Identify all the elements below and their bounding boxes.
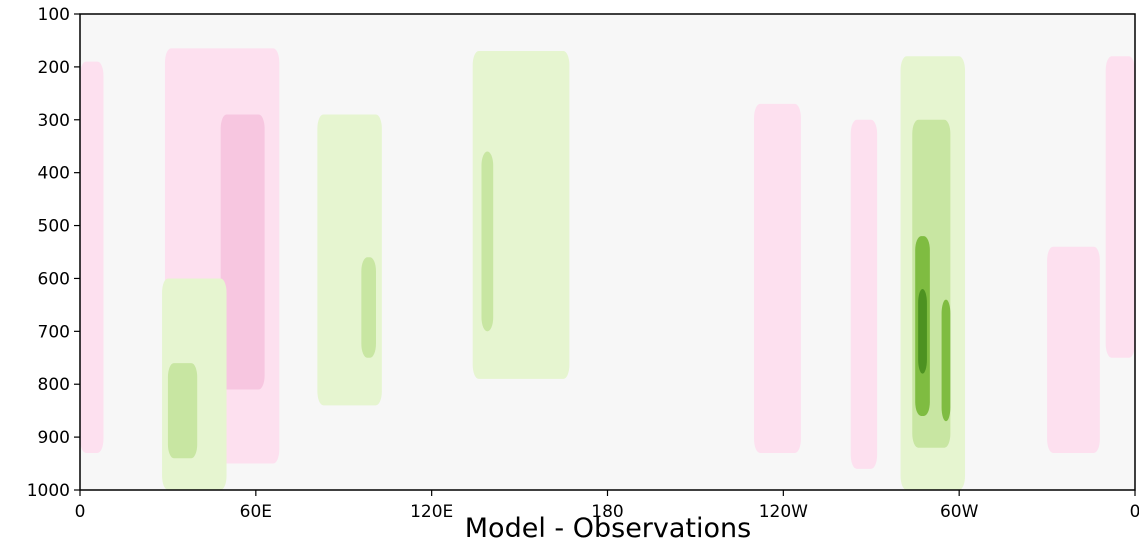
y-axis: 100 200 300 400 500 600 700 800 900 1000 — [27, 5, 80, 501]
x-axis: 0 60E 120E 180 120W 60W 0 — [75, 490, 1139, 522]
y-tick-label: 900 — [38, 428, 70, 448]
positive-anomaly-region-2 — [220, 114, 265, 390]
positive-anomaly-region-16 — [1047, 246, 1100, 453]
x-tick-label: 180 — [591, 502, 623, 522]
positive-anomaly-region-10 — [850, 119, 878, 469]
x-tick-label: 0 — [1130, 502, 1139, 522]
y-tick-label: 600 — [38, 269, 70, 289]
negative-anomaly-region-7 — [472, 51, 570, 379]
negative-anomaly-region-8 — [481, 151, 494, 332]
x-tick-label: 60W — [940, 502, 979, 522]
y-tick-label: 300 — [38, 111, 70, 131]
y-tick-label: 800 — [38, 375, 70, 395]
positive-anomaly-region-17 — [1105, 56, 1135, 358]
y-tick-label: 100 — [38, 5, 70, 25]
y-tick-label: 700 — [38, 322, 70, 342]
negative-anomaly-region-15 — [941, 299, 951, 422]
negative-anomaly-region-6 — [361, 257, 376, 358]
y-tick-label: 400 — [38, 164, 70, 184]
negative-anomaly-region-4 — [167, 363, 198, 459]
chart-title: Model - Observations — [465, 513, 751, 541]
positive-anomaly-region-0 — [80, 61, 104, 453]
y-tick-label: 500 — [38, 217, 70, 237]
y-tick-label: 200 — [38, 58, 70, 78]
positive-anomaly-region-9 — [754, 103, 801, 453]
anomaly-regions — [80, 48, 1135, 491]
x-tick-label: 120E — [410, 502, 453, 522]
x-tick-label: 120W — [759, 502, 808, 522]
x-tick-label: 60E — [240, 502, 272, 522]
y-tick-label: 1000 — [27, 481, 70, 501]
x-tick-label: 0 — [75, 502, 86, 522]
negative-anomaly-region-14 — [918, 289, 927, 374]
